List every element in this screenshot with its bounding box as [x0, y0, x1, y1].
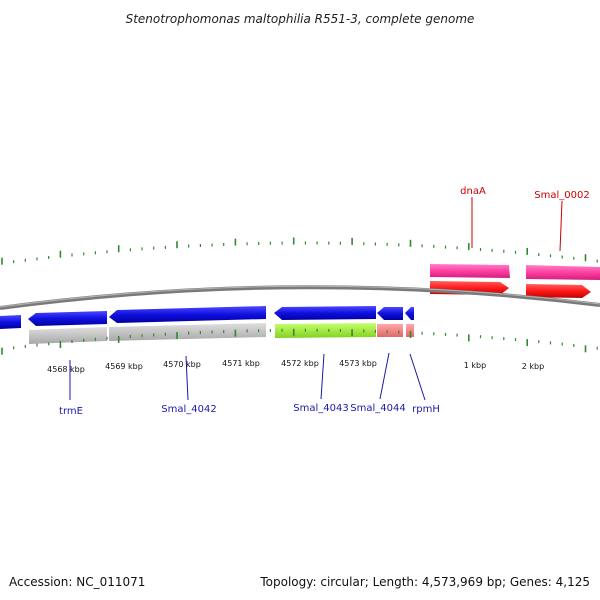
- inner-tick-track: [1, 328, 598, 355]
- map-title: Stenotrophomonas maltophilia R551-3, com…: [126, 12, 475, 26]
- tick-label-4571: 4571 kbp: [222, 359, 260, 368]
- smal-4044-gene[interactable]: [377, 307, 403, 320]
- reverse-gene-track: [0, 306, 414, 329]
- trmE-label[interactable]: trmE: [59, 406, 83, 417]
- smal-4044-shadow: [377, 324, 403, 337]
- dnaA-label[interactable]: dnaA: [460, 186, 486, 197]
- smal-0002-gene[interactable]: [526, 284, 591, 298]
- smal-0002-leader: [559, 200, 563, 252]
- tick-label-4572: 4572 kbp: [281, 359, 319, 368]
- smal-4043-leader: [320, 353, 325, 400]
- dnaA-shadow: [430, 264, 510, 278]
- smal-4042-gene[interactable]: [109, 306, 266, 323]
- tick-label-4570: 4570 kbp: [163, 360, 201, 369]
- smal-4043-gene[interactable]: [274, 306, 376, 320]
- trmE-shadow: [29, 327, 107, 344]
- reverse-shadow-track: [29, 323, 414, 344]
- smal-4044-label[interactable]: Smal_4044: [350, 403, 405, 414]
- rpmH-shadow: [406, 324, 414, 337]
- tick-label-4568: 4568 kbp: [47, 365, 85, 374]
- gene-labels: dnaA Smal_0002 trmE Smal_4042 Smal_4043 …: [59, 186, 590, 417]
- smal-0002-shadow: [526, 265, 600, 280]
- tick-label-4569: 4569 kbp: [105, 362, 143, 371]
- rpmH-gene[interactable]: [405, 307, 414, 320]
- rpmH-label[interactable]: rpmH: [412, 404, 440, 415]
- trmE-gene[interactable]: [28, 311, 107, 326]
- smal-4044-leader: [379, 352, 390, 400]
- smal-4042-shadow: [109, 323, 266, 341]
- tick-label-4573: 4573 kbp: [339, 359, 377, 368]
- genome-backbone-highlight: [0, 285, 600, 308]
- rpmH-leader: [409, 353, 426, 401]
- tick-label-2kbp: 2 kbp: [522, 362, 544, 371]
- genome-summary-text: Topology: circular; Length: 4,573,969 bp…: [259, 575, 590, 589]
- smal-4043-shadow: [275, 323, 376, 338]
- smal-0002-label[interactable]: Smal_0002: [534, 190, 589, 201]
- smal-4043-label[interactable]: Smal_4043: [293, 403, 348, 414]
- accession-text: Accession: NC_011071: [9, 575, 145, 589]
- smal-4042-leader: [185, 355, 189, 401]
- gene-leader-lines: [69, 197, 563, 401]
- genome-backbone: [0, 285, 600, 310]
- ruler-labels: 4568 kbp 4569 kbp 4570 kbp 4571 kbp 4572…: [47, 359, 544, 374]
- forward-shadow-track: [430, 264, 600, 280]
- reverse-gene-left-edge[interactable]: [0, 315, 21, 329]
- outer-tick-track: [1, 237, 598, 265]
- tick-label-1kbp: 1 kbp: [464, 361, 486, 370]
- smal-4042-label[interactable]: Smal_4042: [161, 404, 216, 415]
